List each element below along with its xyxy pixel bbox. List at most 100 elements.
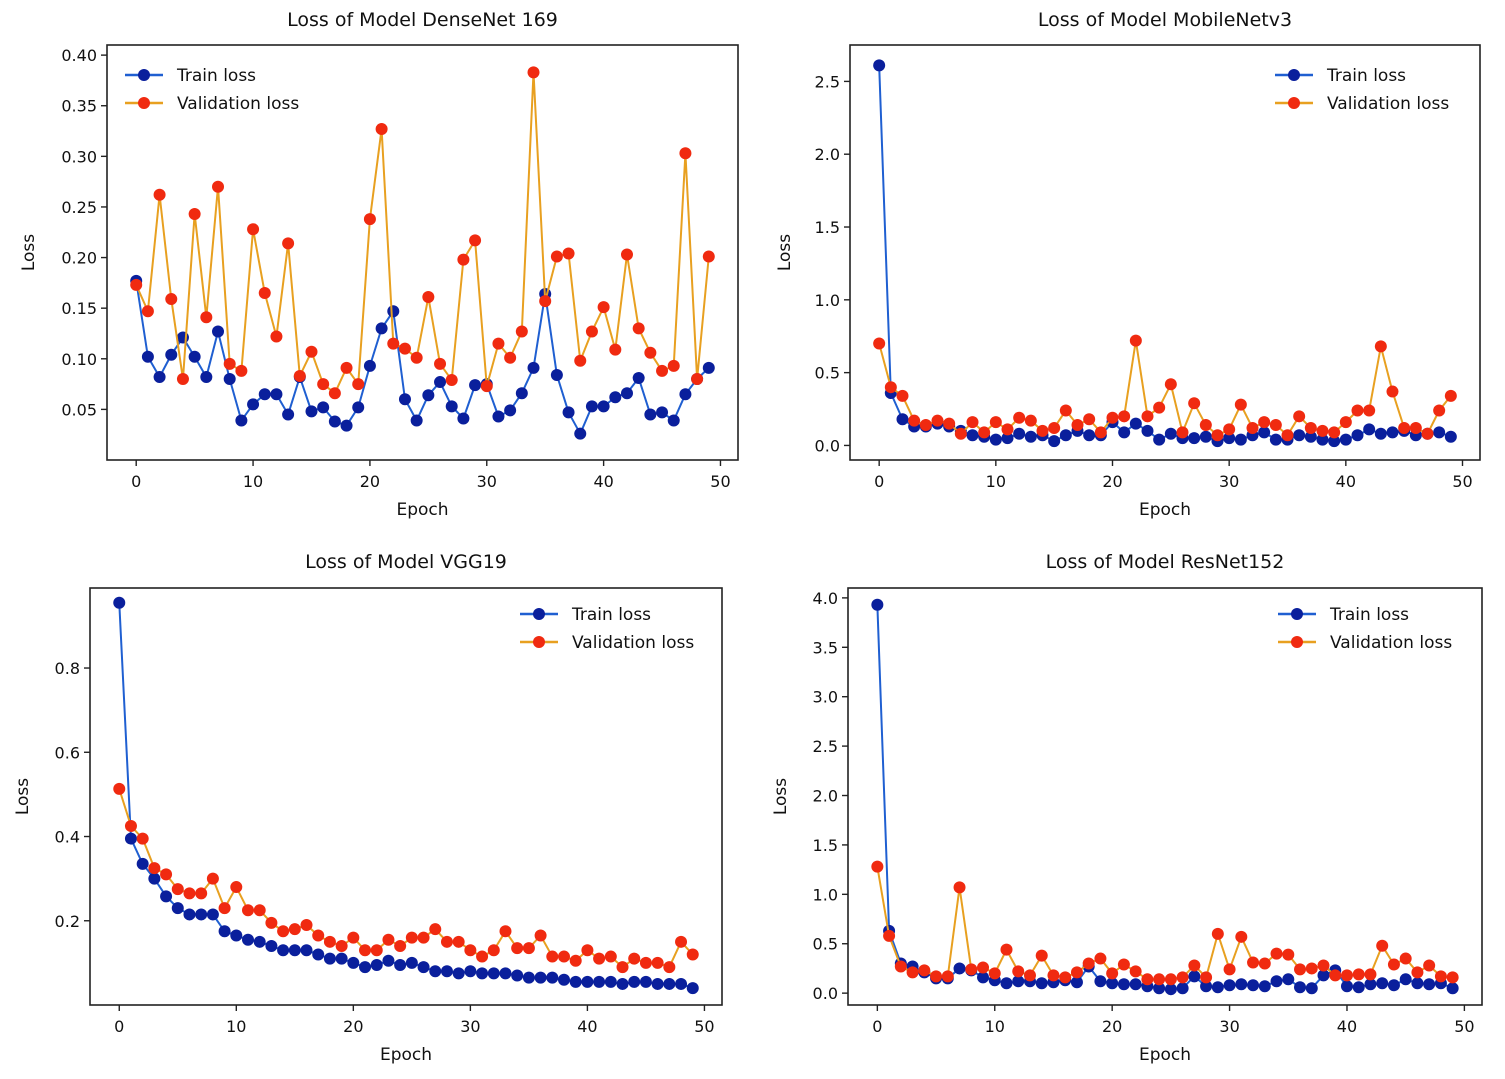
train-loss-point bbox=[487, 967, 500, 980]
train-loss-point bbox=[597, 400, 610, 413]
train-loss-point bbox=[445, 400, 458, 413]
series-validation bbox=[871, 860, 1459, 986]
validation-loss-point bbox=[989, 416, 1002, 429]
train-loss-point bbox=[1164, 427, 1177, 440]
x-tick-label: 30 bbox=[460, 1017, 480, 1036]
validation-loss-point bbox=[894, 960, 907, 973]
validation-loss-point bbox=[492, 337, 505, 350]
legend: Train loss Validation loss bbox=[1278, 605, 1452, 653]
train-loss-point bbox=[656, 406, 669, 419]
train-loss-point bbox=[675, 977, 688, 990]
validation-loss-point bbox=[1106, 411, 1119, 424]
train-loss-point bbox=[394, 958, 407, 971]
validation-loss-point bbox=[1269, 419, 1282, 432]
y-tick-label: 0.15 bbox=[61, 299, 97, 318]
train-loss-point bbox=[282, 408, 295, 421]
validation-loss-point bbox=[247, 223, 260, 236]
y-tick-label: 0.35 bbox=[61, 97, 97, 116]
validation-loss-point bbox=[884, 381, 897, 394]
train-loss-point bbox=[1234, 433, 1247, 446]
train-loss-point bbox=[429, 965, 442, 978]
x-tick-label: 20 bbox=[343, 1017, 363, 1036]
validation-loss-point bbox=[352, 378, 365, 391]
train-loss-point bbox=[206, 908, 219, 921]
axes-frame bbox=[847, 587, 1483, 1006]
validation-loss-point bbox=[188, 208, 201, 221]
y-tick-label: 2.0 bbox=[813, 787, 838, 806]
y-tick-label: 0.40 bbox=[61, 46, 97, 65]
train-loss-point bbox=[188, 350, 201, 363]
train-loss-point bbox=[499, 967, 512, 980]
validation-loss-point bbox=[1398, 421, 1411, 434]
validation-loss-point bbox=[597, 301, 610, 314]
legend-train-label: Train loss bbox=[571, 605, 651, 625]
series-validation bbox=[873, 334, 1457, 442]
validation-loss-point bbox=[288, 923, 301, 936]
validation-loss-point bbox=[1433, 404, 1446, 417]
train-loss-point bbox=[165, 348, 178, 361]
y-tick-label: 2.5 bbox=[815, 72, 840, 91]
validation-loss-point bbox=[515, 325, 528, 338]
validation-loss-point bbox=[445, 374, 458, 387]
validation-loss-point bbox=[616, 961, 629, 974]
train-loss-point bbox=[258, 388, 271, 401]
validation-loss-point bbox=[1141, 410, 1154, 423]
validation-loss-point bbox=[906, 966, 919, 979]
x-tick-label: 0 bbox=[874, 472, 884, 491]
validation-loss-point bbox=[130, 278, 143, 291]
train-loss-point bbox=[183, 908, 196, 921]
chart-panel-1: Loss of Model MobileNetv3 0 10 20 30 40 50 0.0 0… bbox=[775, 9, 1481, 520]
train-loss-point bbox=[546, 971, 559, 984]
train-loss-point bbox=[632, 372, 645, 385]
train-loss-point bbox=[1269, 433, 1282, 446]
validation-loss-point bbox=[1376, 939, 1389, 952]
validation-loss-point bbox=[1446, 971, 1459, 984]
x-tick-label: 50 bbox=[694, 1017, 714, 1036]
train-loss-point bbox=[504, 404, 517, 417]
train-loss-point bbox=[323, 952, 336, 965]
y-tick-label: 0.0 bbox=[813, 984, 838, 1003]
y-tick-label: 0.2 bbox=[55, 912, 80, 931]
x-tick-label: 0 bbox=[872, 1017, 882, 1036]
validation-loss-point bbox=[883, 929, 896, 942]
validation-loss-point bbox=[124, 819, 137, 832]
validation-loss-point bbox=[1247, 956, 1260, 969]
validation-loss-point bbox=[141, 305, 154, 318]
validation-loss-point bbox=[1176, 426, 1189, 439]
train-loss-point bbox=[1176, 982, 1189, 995]
validation-loss-point bbox=[1117, 958, 1130, 971]
train-loss-point bbox=[644, 408, 657, 421]
x-axis-label: Epoch bbox=[1139, 1045, 1191, 1065]
validation-loss-point bbox=[1023, 969, 1036, 982]
validation-loss-point bbox=[305, 345, 318, 358]
validation-loss-point bbox=[908, 414, 921, 427]
train-loss-point bbox=[1153, 433, 1166, 446]
train-loss-point bbox=[305, 405, 318, 418]
validation-loss-point bbox=[686, 948, 699, 961]
train-loss-point bbox=[1446, 982, 1459, 995]
validation-loss-point bbox=[504, 351, 517, 364]
validation-loss-point bbox=[440, 935, 453, 948]
train-loss-point bbox=[136, 857, 149, 870]
x-tick-label: 20 bbox=[1102, 472, 1122, 491]
legend-validation-marker-icon bbox=[1288, 97, 1300, 109]
validation-loss-point bbox=[1153, 973, 1166, 986]
legend-validation-label: Validation loss bbox=[1327, 94, 1449, 114]
validation-loss-point bbox=[1047, 969, 1060, 982]
train-loss-point bbox=[604, 975, 617, 988]
train-loss-point bbox=[1012, 975, 1025, 988]
validation-loss-point bbox=[522, 942, 535, 955]
train-loss-point bbox=[1094, 975, 1107, 988]
train-loss-point bbox=[440, 965, 453, 978]
train-loss-point bbox=[382, 954, 395, 967]
train-loss-point bbox=[113, 596, 126, 609]
validation-loss-point bbox=[534, 929, 547, 942]
validation-loss-point bbox=[387, 337, 400, 350]
train-loss-point bbox=[550, 368, 563, 381]
x-tick-label: 10 bbox=[226, 1017, 246, 1036]
validation-loss-point bbox=[896, 389, 909, 402]
train-loss-point bbox=[679, 388, 692, 401]
train-loss-point bbox=[375, 322, 388, 335]
train-loss-point bbox=[1118, 426, 1131, 439]
train-loss-point bbox=[1211, 981, 1224, 994]
